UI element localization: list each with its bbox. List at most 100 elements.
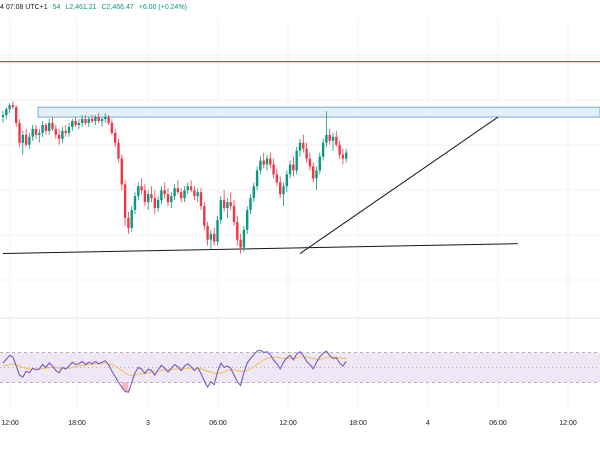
main-pane — [0, 61, 600, 255]
candle-body — [137, 186, 140, 197]
candle-body — [74, 120, 77, 125]
time-tick-label: 12:00 — [279, 420, 297, 427]
candle-body — [298, 142, 302, 151]
candle-body — [269, 158, 272, 165]
candle-body — [206, 225, 209, 240]
candle-body — [328, 134, 331, 141]
candle-body — [229, 202, 232, 207]
candle-body — [305, 148, 308, 159]
candle-body — [302, 142, 305, 149]
candle-body — [239, 239, 242, 248]
candle-body — [153, 198, 156, 209]
candle-body — [130, 210, 133, 228]
time-tick-label: 06:00 — [489, 420, 507, 427]
candle-body — [308, 158, 312, 167]
candle-body — [255, 170, 259, 187]
candle-body — [97, 117, 100, 121]
candle-body — [84, 119, 87, 123]
candle-body — [34, 128, 38, 135]
candle-body — [15, 107, 18, 123]
candle-body — [166, 194, 170, 203]
time-axis: 12:00 18:00 3 06:00 12:00 18:00 4 06:00 12:00 — [1, 420, 577, 427]
rsi-line — [2, 349, 347, 393]
candle-body — [90, 119, 94, 121]
candle-body — [236, 221, 239, 240]
candle-body — [67, 126, 71, 133]
candle-body — [100, 119, 104, 121]
time-tick-label: 3 — [146, 420, 150, 427]
candle-body — [193, 190, 196, 197]
candle-body — [28, 136, 31, 145]
candle-body — [173, 188, 176, 197]
candle-body — [51, 122, 54, 129]
rsi-ma-line — [2, 356, 347, 377]
candle-body — [160, 190, 163, 201]
candle-body — [242, 229, 246, 248]
candle-body — [57, 134, 61, 139]
time-tick-label: 18:00 — [349, 420, 367, 427]
candle-body — [226, 202, 229, 209]
candle-body — [170, 196, 173, 203]
candle-body — [262, 160, 265, 165]
candle-body — [249, 198, 252, 211]
ohlc-open: 54 — [52, 4, 61, 11]
candle-body — [64, 130, 67, 133]
candle-body — [209, 233, 213, 240]
candle-body — [163, 190, 166, 195]
time-tick-label: 18:00 — [68, 420, 86, 427]
rsi-oversold-fill — [121, 382, 241, 393]
supply-zone — [37, 106, 600, 118]
candle-body — [176, 188, 180, 193]
candle-body — [24, 134, 28, 145]
candle-body — [325, 134, 328, 143]
candle-body — [252, 186, 255, 199]
candle-body — [117, 142, 120, 159]
candle-body — [87, 119, 90, 123]
candle-body — [156, 200, 160, 209]
candle-body — [335, 136, 338, 145]
candle-body — [120, 158, 123, 185]
candle-body — [222, 200, 226, 209]
candle-body — [71, 120, 74, 127]
candle-body — [1, 115, 5, 118]
candle-body — [41, 124, 44, 133]
time-tick-label: 12:00 — [1, 420, 19, 427]
candle-body — [94, 117, 97, 121]
candle-body — [275, 174, 279, 183]
trendline-lower-support — [2, 243, 518, 255]
candle-body — [77, 122, 81, 125]
candle-body — [279, 182, 282, 195]
candle-body — [189, 186, 193, 191]
candle-body — [288, 164, 292, 175]
candle-body — [143, 190, 147, 203]
candle-body — [216, 219, 219, 242]
candle-body — [232, 206, 236, 222]
candle-body — [61, 130, 64, 139]
candle-body — [183, 190, 186, 199]
time-tick-label: 4 — [426, 420, 430, 427]
candle-body — [140, 186, 143, 191]
candle-body — [312, 166, 315, 179]
candle-body — [341, 154, 345, 159]
candle-body — [107, 117, 110, 123]
candle-body — [127, 217, 130, 228]
candle-body — [44, 124, 48, 131]
ohlc-change: +6.00 (+0.24%) — [138, 4, 188, 11]
candle-body — [5, 109, 8, 116]
candle-body — [292, 164, 295, 171]
candle-body — [213, 233, 216, 242]
candle-body — [38, 132, 41, 135]
candle-body — [186, 186, 189, 191]
candle-body — [331, 136, 335, 141]
candle-body — [321, 142, 325, 157]
candle-body — [114, 132, 117, 143]
time-tick-label: 06:00 — [209, 420, 227, 427]
candle-body — [18, 122, 21, 143]
candle-body — [259, 160, 262, 171]
rsi-pane — [0, 349, 600, 393]
candle-body — [31, 128, 34, 137]
candle-body — [54, 128, 57, 135]
candle-body — [219, 200, 222, 220]
